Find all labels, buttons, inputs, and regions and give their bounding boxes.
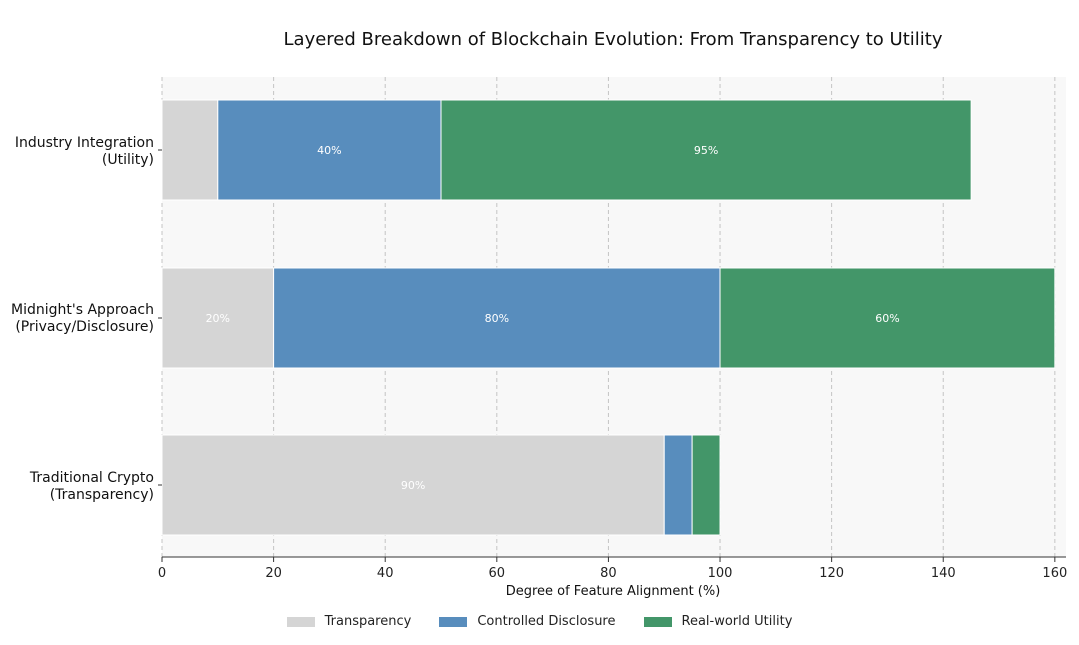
x-tick-label: 80 [600,566,617,581]
category-label-traditional-crypto: Traditional Crypto (Transparency) [29,470,154,503]
x-ticks: 0 20 40 60 80 100 120 140 160 [158,557,1067,581]
legend-label-transparency: Transparency [324,614,412,629]
bar-segment [217,99,442,201]
legend-swatch-controlled-disclosure [439,616,468,627]
bars [161,99,1056,536]
legend-label-controlled-disclosure: Controlled Disclosure [477,614,616,629]
x-tick-label: 40 [377,566,394,581]
bar-value-label: 95% [694,144,718,157]
bar-segment [161,267,275,369]
x-tick-label: 60 [489,566,506,581]
x-tick-label: 100 [708,566,733,581]
bar-value-label: 20% [206,312,230,325]
legend-item-real-world-utility: Real-world Utility [643,614,793,629]
x-tick-label: 140 [931,566,956,581]
legend-label-real-world-utility: Real-world Utility [681,614,793,629]
x-tick-label: 0 [158,566,166,581]
bar-segment [440,99,972,201]
x-tick-label: 20 [265,566,282,581]
category-label-industry-integration: Industry Integration (Utility) [14,135,154,168]
y-ticks [158,149,162,486]
legend-swatch-real-world-utility [643,616,672,627]
x-tick-label: 120 [819,566,844,581]
legend-item-transparency: Transparency [286,614,412,629]
bar-value-label: 40% [317,144,341,157]
legend-swatch-transparency [286,616,315,627]
bar-segment [663,434,693,536]
bar-value-label: 60% [875,312,899,325]
x-tick-label: 160 [1042,566,1067,581]
legend: Transparency Controlled Disclosure Real-… [0,614,1079,629]
bar-segment [161,434,665,536]
category-label-midnights-approach: Midnight's Approach (Privacy/Disclosure) [11,302,154,335]
bar-value-label: 90% [401,479,425,492]
legend-item-controlled-disclosure: Controlled Disclosure [439,614,616,629]
x-axis-label: Degree of Feature Alignment (%) [505,584,721,599]
bar-labels: 90% 20% 80% 60% 40% 95% [206,144,900,492]
bar-segment [273,267,721,369]
bar-segment [691,434,721,536]
bar-segment [161,99,219,201]
bar-segment [719,267,1056,369]
chart-title: Layered Breakdown of Blockchain Evolutio… [283,29,943,50]
bar-value-label: 80% [485,312,509,325]
